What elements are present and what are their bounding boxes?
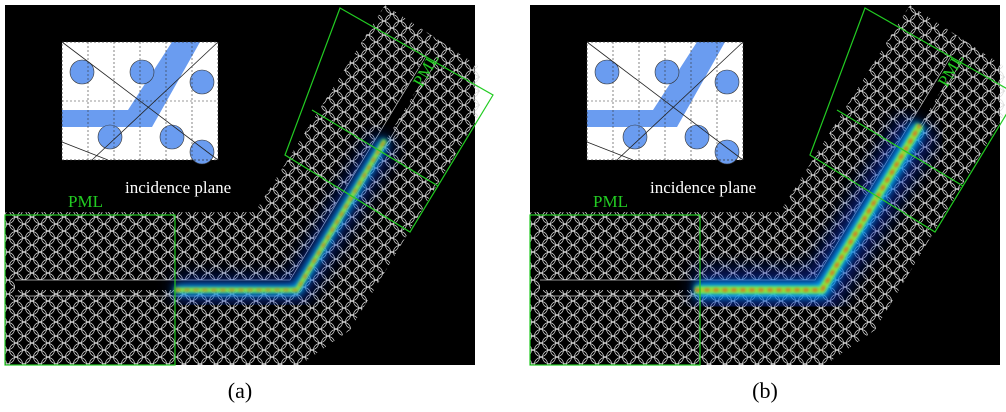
pml-box — [284, 7, 494, 233]
annotation: incidence plane — [650, 178, 756, 197]
inset-band — [62, 42, 200, 127]
inset-rod — [189, 69, 215, 95]
inset — [61, 41, 219, 165]
inset-rod — [654, 59, 680, 85]
annotation: incidence plane — [125, 178, 231, 197]
field-core — [175, 139, 386, 291]
inset-rod — [129, 59, 155, 85]
pml-label: PML — [68, 192, 103, 211]
panel-label: (b) — [752, 378, 778, 403]
inset-edge — [586, 141, 634, 161]
inset-border — [61, 41, 219, 161]
pml-label: PML — [593, 192, 628, 211]
inset-rod — [159, 124, 185, 150]
pml-box — [809, 7, 1006, 233]
inset-rod — [684, 124, 710, 150]
inset-rod — [622, 124, 648, 150]
inset-rod — [189, 139, 215, 165]
inset-edge — [61, 141, 109, 161]
pml-box — [4, 214, 176, 366]
field-core — [695, 124, 922, 292]
inset-band — [587, 42, 725, 127]
inset-rod — [714, 139, 740, 165]
pml-box — [529, 214, 701, 366]
panel-label: (a) — [228, 378, 252, 403]
incidence-line — [311, 109, 439, 187]
inset-rod — [714, 69, 740, 95]
inset-rod — [97, 124, 123, 150]
incidence-line — [836, 109, 964, 187]
inset — [586, 41, 744, 165]
inset-border — [586, 41, 744, 161]
